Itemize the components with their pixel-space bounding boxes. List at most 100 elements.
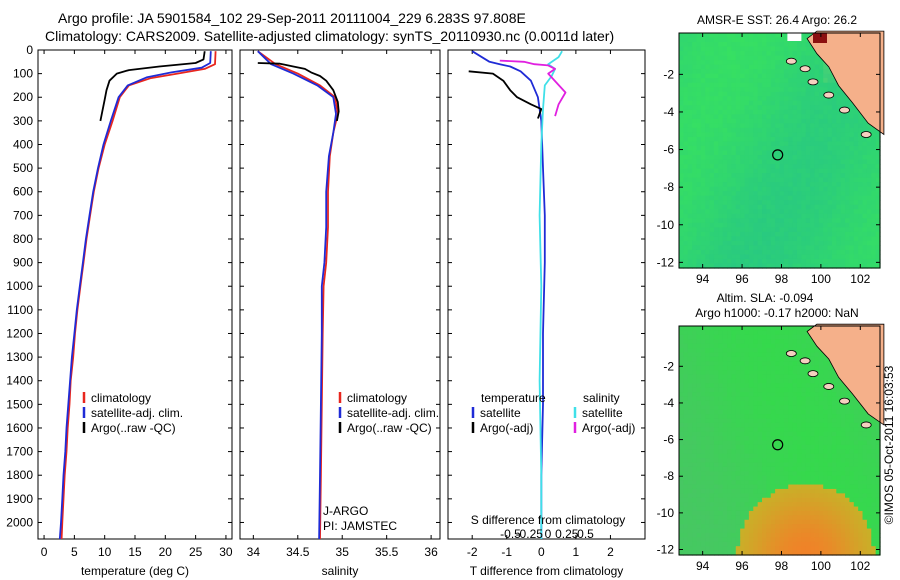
map-cell xyxy=(735,458,741,464)
map-cell xyxy=(770,177,776,183)
map-cell xyxy=(687,159,693,165)
map-cell xyxy=(727,145,733,152)
map-cell xyxy=(692,46,698,52)
map-cell xyxy=(770,475,776,481)
map-cell xyxy=(818,524,824,530)
map-cell xyxy=(709,414,715,420)
map-cell xyxy=(788,168,794,174)
map-cell xyxy=(683,141,689,147)
map-cell xyxy=(875,484,881,490)
map-cell xyxy=(700,414,706,420)
map-cell xyxy=(718,444,724,450)
map-cell xyxy=(762,123,767,129)
map-cell xyxy=(779,64,785,70)
map-cell xyxy=(705,427,711,433)
map-cell xyxy=(731,378,737,384)
map-cell xyxy=(722,245,728,251)
map-cell xyxy=(827,109,833,115)
map-cell xyxy=(735,418,741,424)
map-cell xyxy=(713,173,719,179)
map-cell xyxy=(687,387,693,393)
map-cell xyxy=(766,422,772,428)
map-cell xyxy=(801,141,807,147)
map-cell xyxy=(801,387,807,393)
map-cell xyxy=(831,502,837,508)
map-cell xyxy=(713,177,719,183)
coastline xyxy=(806,30,885,136)
map-cell xyxy=(775,132,781,138)
map-cell xyxy=(753,213,759,219)
map-cell xyxy=(770,136,776,143)
map-cell xyxy=(753,254,759,260)
map-cell xyxy=(722,396,728,402)
map-cell xyxy=(687,370,693,376)
map-cell xyxy=(775,396,781,402)
map-cell xyxy=(735,365,741,371)
map-cell xyxy=(853,502,859,508)
map-cell xyxy=(849,263,855,269)
map-cell xyxy=(805,168,811,174)
map-cell xyxy=(727,475,733,481)
map-cell xyxy=(853,519,859,525)
map-cell xyxy=(696,348,702,354)
map-cell xyxy=(687,245,693,251)
map-cell xyxy=(757,37,763,43)
map-cell xyxy=(700,258,706,265)
map-cell xyxy=(762,365,767,371)
map-cell xyxy=(770,254,776,260)
map-cell xyxy=(705,370,711,376)
map-cell xyxy=(731,127,737,134)
map-cell xyxy=(818,510,824,516)
map-cell xyxy=(762,78,767,84)
map-cell xyxy=(705,400,711,406)
map-cell xyxy=(757,96,763,102)
map-cell xyxy=(845,497,851,503)
y-tick-label: 1800 xyxy=(6,468,33,482)
map-cell xyxy=(718,471,724,477)
map-cell xyxy=(696,73,702,79)
map-cell xyxy=(845,155,851,161)
map-cell xyxy=(866,510,872,516)
map-cell xyxy=(731,51,737,57)
map-cell xyxy=(814,488,820,494)
map-cell xyxy=(845,462,851,468)
map-cell xyxy=(788,378,794,384)
map-cell xyxy=(871,182,877,188)
map-cell xyxy=(722,258,728,265)
map-cell xyxy=(679,168,684,174)
map-cell xyxy=(827,400,833,406)
map-cell xyxy=(845,409,851,415)
map-cell xyxy=(853,449,859,455)
map-cell xyxy=(831,396,837,402)
map-cell xyxy=(731,515,737,521)
map-cell xyxy=(705,177,711,183)
map-cell xyxy=(696,141,702,147)
map-cell xyxy=(757,502,763,508)
map-cell xyxy=(731,173,737,179)
map-cell xyxy=(818,141,824,147)
map-cell xyxy=(875,449,881,455)
map-cell xyxy=(840,168,846,174)
map-cell xyxy=(823,195,829,201)
map-cell xyxy=(783,493,789,499)
map-cell xyxy=(713,418,719,424)
map-cell xyxy=(845,475,851,481)
map-cell xyxy=(748,105,754,111)
map-cell xyxy=(740,249,746,256)
map-cell xyxy=(727,240,733,246)
map-cell xyxy=(687,123,693,129)
map-cell xyxy=(705,502,711,508)
map-cell xyxy=(744,458,750,464)
map-cell xyxy=(810,502,816,508)
map-cell xyxy=(783,409,789,415)
map-cell xyxy=(722,123,728,129)
map-cell xyxy=(858,537,864,543)
map-cell xyxy=(700,218,706,224)
map-cell xyxy=(853,132,859,138)
map-cell xyxy=(801,87,807,93)
map-cell xyxy=(818,204,824,210)
map-cell xyxy=(823,427,829,433)
map-cell xyxy=(831,258,837,265)
map-cell xyxy=(836,532,842,538)
map-cell xyxy=(810,453,816,459)
